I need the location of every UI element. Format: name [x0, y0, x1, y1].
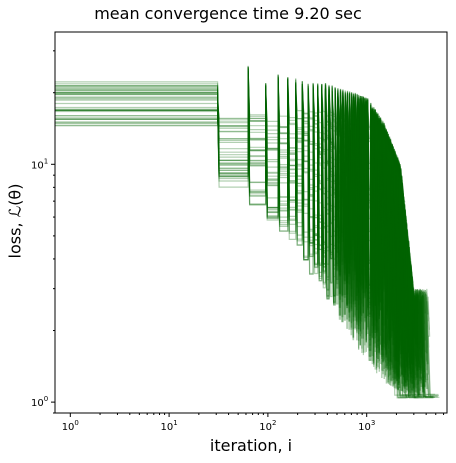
- series-line: [55, 73, 440, 398]
- x-tick-label: 100: [62, 419, 79, 433]
- series-line: [55, 71, 424, 399]
- x-axis-label-text: iteration, i: [209, 436, 293, 455]
- y-tick-label: 101: [31, 157, 48, 171]
- series-line: [55, 71, 438, 398]
- series-line: [55, 70, 418, 397]
- x-tick-label: 102: [259, 419, 276, 433]
- series-line: [55, 69, 416, 398]
- series-line: [55, 74, 410, 397]
- series-line: [55, 68, 424, 399]
- series-line: [55, 66, 428, 397]
- y-axis-label-text: loss, ℒ(θ): [5, 183, 25, 259]
- series-line: [55, 67, 435, 398]
- series-line: [55, 72, 433, 398]
- x-tick-label: 101: [160, 419, 177, 433]
- series-line: [55, 78, 439, 396]
- series-line: [55, 75, 409, 397]
- x-tick-exp: 3: [371, 419, 375, 427]
- series-line: [55, 75, 412, 396]
- x-tick-label: 103: [358, 419, 375, 433]
- series-line: [55, 76, 429, 398]
- series-line: [55, 73, 421, 395]
- series-line: [55, 72, 410, 398]
- series-line: [55, 75, 419, 397]
- series-line: [55, 68, 429, 396]
- x-tick-exp: 1: [173, 419, 177, 427]
- series-line: [55, 71, 438, 397]
- y-tick-exp: 1: [44, 157, 48, 165]
- x-axis-label: iteration, i: [55, 436, 447, 455]
- series-group: [55, 65, 440, 399]
- x-tick-base: 10: [62, 422, 75, 433]
- series-line: [55, 77, 404, 396]
- series-line: [55, 68, 434, 397]
- series-line: [55, 67, 434, 399]
- series-line: [55, 79, 420, 398]
- series-line: [55, 66, 410, 396]
- y-tick-base: 10: [31, 398, 44, 409]
- chart-title: mean convergence time 9.20 sec: [94, 4, 362, 23]
- series-line: [55, 71, 433, 398]
- series-line: [55, 67, 422, 398]
- x-tick-base: 10: [259, 422, 272, 433]
- series-line: [55, 65, 435, 398]
- series-line: [55, 66, 415, 396]
- y-axis-label: loss, ℒ(θ): [6, 184, 25, 259]
- y-tick-base: 10: [31, 160, 44, 171]
- series-line: [55, 78, 423, 396]
- plot-frame: [54, 31, 448, 414]
- series-line: [55, 67, 419, 399]
- series-line: [55, 75, 408, 399]
- series-line: [55, 76, 407, 398]
- series-line: [55, 68, 439, 397]
- x-tick-base: 10: [160, 422, 173, 433]
- x-tick-exp: 2: [272, 419, 276, 427]
- x-tick-exp: 0: [74, 419, 78, 427]
- series-line: [55, 71, 418, 398]
- series-line: [55, 66, 424, 398]
- y-tick-label: 100: [31, 395, 48, 409]
- series-line: [55, 75, 412, 397]
- series-line: [55, 72, 407, 399]
- x-tick-base: 10: [358, 422, 371, 433]
- series-line: [55, 78, 428, 398]
- y-tick-exp: 0: [44, 395, 48, 403]
- series-line: [55, 79, 416, 399]
- series-line: [55, 74, 436, 395]
